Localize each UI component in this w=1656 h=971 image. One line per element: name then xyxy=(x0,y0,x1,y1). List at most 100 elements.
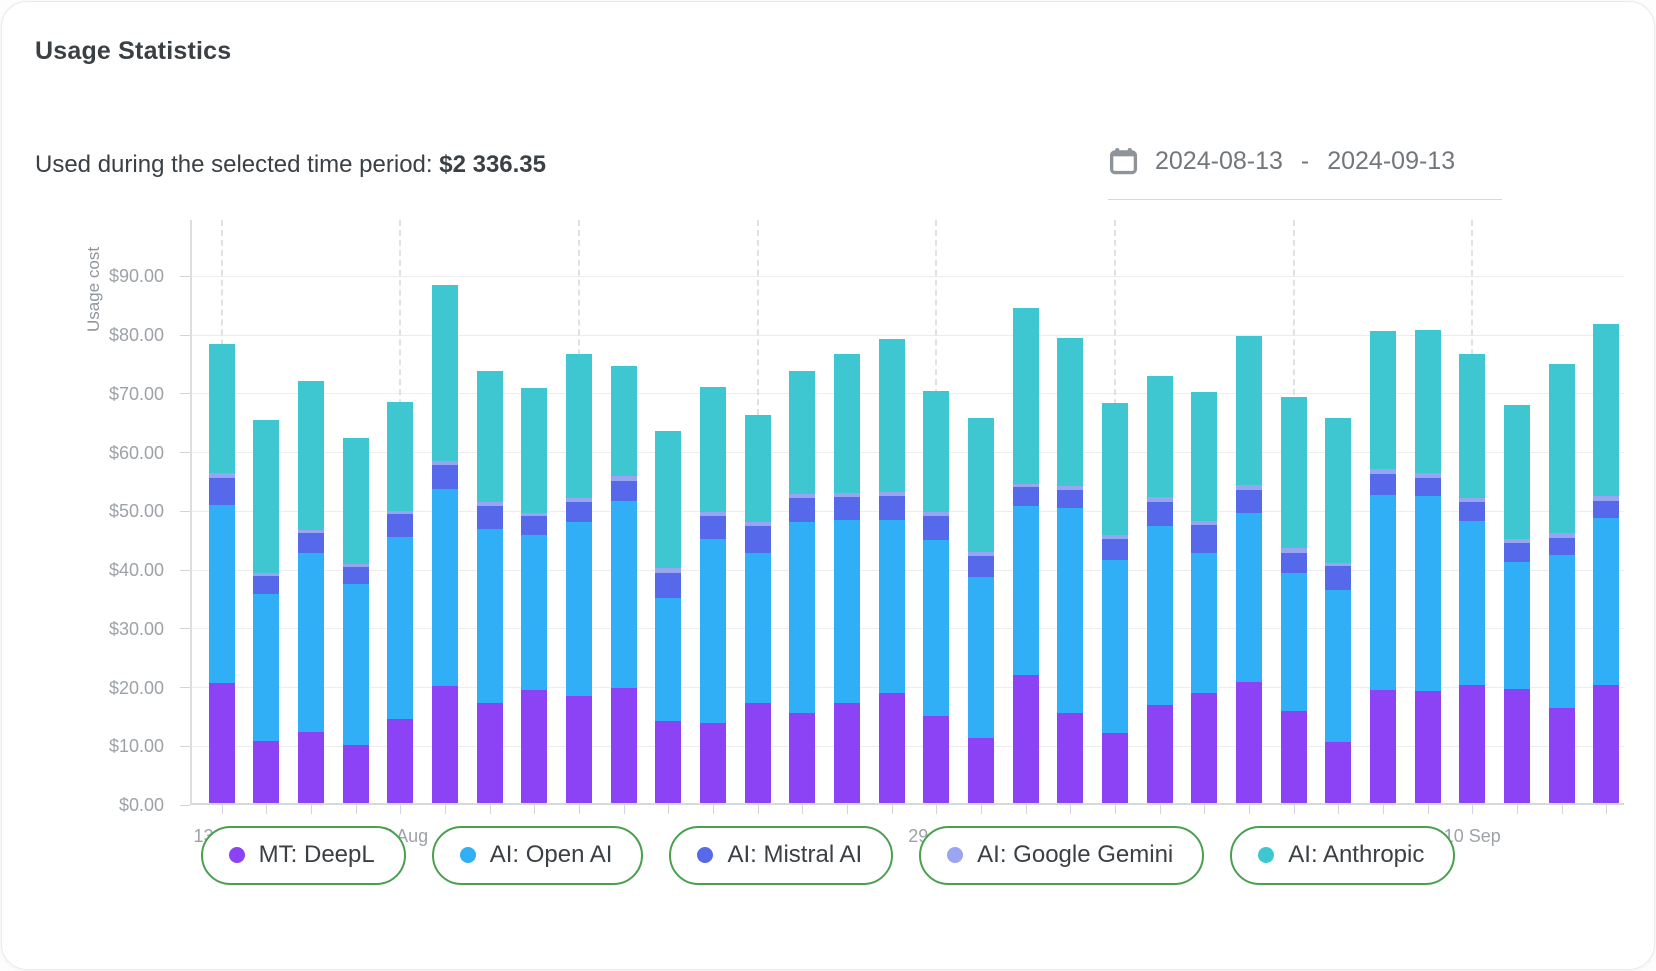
stacked-bar[interactable] xyxy=(342,438,369,803)
bar-segment-ai-open-ai xyxy=(878,519,905,694)
x-tick-mark xyxy=(1382,805,1384,814)
bar-segment-mt-deepl xyxy=(297,731,324,803)
bar-segment-ai-open-ai xyxy=(610,501,637,689)
bar-segment-ai-mistral-ai xyxy=(1101,539,1128,560)
stacked-bar[interactable] xyxy=(923,391,950,803)
bar-segment-ai-mistral-ai xyxy=(610,480,637,502)
x-tick-mark xyxy=(1114,805,1116,814)
bar-segment-ai-open-ai xyxy=(1459,520,1486,685)
y-tick-label: $20.00 xyxy=(108,677,164,698)
stacked-bar[interactable] xyxy=(297,381,324,803)
stacked-bar[interactable] xyxy=(253,419,280,803)
bar-segment-ai-google-gemini xyxy=(253,572,280,577)
x-tick-mark xyxy=(266,805,268,814)
stacked-bar[interactable] xyxy=(655,430,682,803)
bar-segment-mt-deepl xyxy=(476,703,503,803)
legend-item-ai-open-ai[interactable]: AI: Open AI xyxy=(431,826,644,885)
bar-segment-ai-google-gemini xyxy=(1503,538,1530,544)
bar-segment-ai-mistral-ai xyxy=(744,526,771,553)
stacked-bar[interactable] xyxy=(387,402,414,803)
stacked-bar[interactable] xyxy=(789,371,816,803)
y-tick-mark xyxy=(180,334,190,336)
date-range-picker[interactable]: 2024-08-13 - 2024-09-13 xyxy=(1108,146,1502,200)
stacked-bar[interactable] xyxy=(610,366,637,803)
bar-segment-mt-deepl xyxy=(1503,689,1530,803)
bar-segment-ai-anthropic xyxy=(208,343,235,473)
bar-segment-ai-anthropic xyxy=(1191,391,1218,522)
stacked-bar[interactable] xyxy=(699,386,726,803)
bar-segment-mt-deepl xyxy=(431,685,458,803)
bar-segment-mt-deepl xyxy=(610,688,637,803)
y-gridline xyxy=(192,687,1624,689)
bar-segment-ai-google-gemini xyxy=(744,522,771,527)
stacked-bar[interactable] xyxy=(1414,329,1441,803)
y-tick-mark xyxy=(180,745,190,747)
legend-item-ai-google-gemini[interactable]: AI: Google Gemini xyxy=(919,826,1205,885)
bar-segment-ai-mistral-ai xyxy=(1191,525,1218,553)
stacked-bar[interactable] xyxy=(1012,307,1039,803)
stacked-bar[interactable] xyxy=(1503,404,1530,803)
stacked-bar[interactable] xyxy=(431,284,458,803)
bar-segment-ai-mistral-ai xyxy=(967,555,994,578)
stacked-bar[interactable] xyxy=(208,343,235,803)
legend-item-mt-deepl[interactable]: MT: DeepL xyxy=(200,826,406,885)
bar-segment-mt-deepl xyxy=(699,723,726,803)
stacked-bar[interactable] xyxy=(1548,363,1575,803)
x-tick-mark xyxy=(1159,805,1161,814)
x-tick-mark xyxy=(221,805,223,814)
legend-item-ai-anthropic[interactable]: AI: Anthropic xyxy=(1230,826,1456,885)
date-range-end[interactable]: 2024-09-13 xyxy=(1327,147,1456,175)
stacked-bar[interactable] xyxy=(1369,331,1396,803)
stacked-bar[interactable] xyxy=(967,417,994,803)
calendar-icon xyxy=(1108,146,1139,177)
bar-segment-ai-mistral-ai xyxy=(1414,477,1441,496)
x-tick-mark xyxy=(1516,805,1518,814)
bar-segment-ai-mistral-ai xyxy=(1548,537,1575,556)
stacked-bar[interactable] xyxy=(744,414,771,803)
bar-segment-ai-open-ai xyxy=(1280,573,1307,712)
bar-segment-ai-open-ai xyxy=(208,504,235,684)
stacked-bar[interactable] xyxy=(1057,337,1084,803)
x-tick-mark xyxy=(1427,805,1429,814)
x-tick-mark xyxy=(310,805,312,814)
stacked-bar[interactable] xyxy=(1235,335,1262,803)
stacked-bar[interactable] xyxy=(476,370,503,803)
bar-segment-ai-mistral-ai xyxy=(297,532,324,553)
stacked-bar[interactable] xyxy=(1593,324,1620,803)
legend-color-dot xyxy=(228,847,245,863)
y-tick-mark xyxy=(180,452,190,454)
x-tick-mark xyxy=(623,805,625,814)
y-gridline xyxy=(192,334,1624,336)
chart-legend: MT: DeepL AI: Open AI AI: Mistral AI AI: Go… xyxy=(2,826,1654,885)
stacked-bar[interactable] xyxy=(1191,391,1218,803)
x-tick-mark xyxy=(1293,805,1295,814)
stacked-bar[interactable] xyxy=(521,388,548,803)
x-tick-mark xyxy=(1606,805,1608,814)
bar-segment-ai-open-ai xyxy=(744,552,771,703)
stacked-bar[interactable] xyxy=(1146,376,1173,803)
legend-item-ai-mistral-ai[interactable]: AI: Mistral AI xyxy=(669,826,894,885)
stacked-bar[interactable] xyxy=(878,339,905,803)
stacked-bar[interactable] xyxy=(1325,417,1352,803)
y-tick-label: $80.00 xyxy=(108,325,164,346)
page-title: Usage Statistics xyxy=(35,37,232,65)
date-range-start[interactable]: 2024-08-13 xyxy=(1155,147,1283,175)
bar-segment-ai-anthropic xyxy=(789,371,816,495)
bar-segment-ai-anthropic xyxy=(1235,335,1262,485)
stacked-bar[interactable] xyxy=(833,353,860,803)
bar-segment-ai-open-ai xyxy=(387,536,414,720)
stacked-bar[interactable] xyxy=(1101,403,1128,803)
stacked-bar[interactable] xyxy=(565,353,592,803)
bar-segment-ai-anthropic xyxy=(1503,404,1530,539)
bar-segment-ai-open-ai xyxy=(565,522,592,696)
bar-segment-ai-google-gemini xyxy=(521,512,548,517)
bar-segment-ai-open-ai xyxy=(476,529,503,704)
stacked-bar[interactable] xyxy=(1280,396,1307,803)
x-tick-mark xyxy=(355,805,357,814)
stacked-bar[interactable] xyxy=(1459,353,1486,803)
y-tick-label: $60.00 xyxy=(108,442,164,463)
bar-segment-ai-anthropic xyxy=(431,284,458,462)
bar-segment-ai-anthropic xyxy=(253,419,280,573)
bar-segment-ai-mistral-ai xyxy=(833,497,860,520)
bar-segment-ai-google-gemini xyxy=(476,501,503,506)
